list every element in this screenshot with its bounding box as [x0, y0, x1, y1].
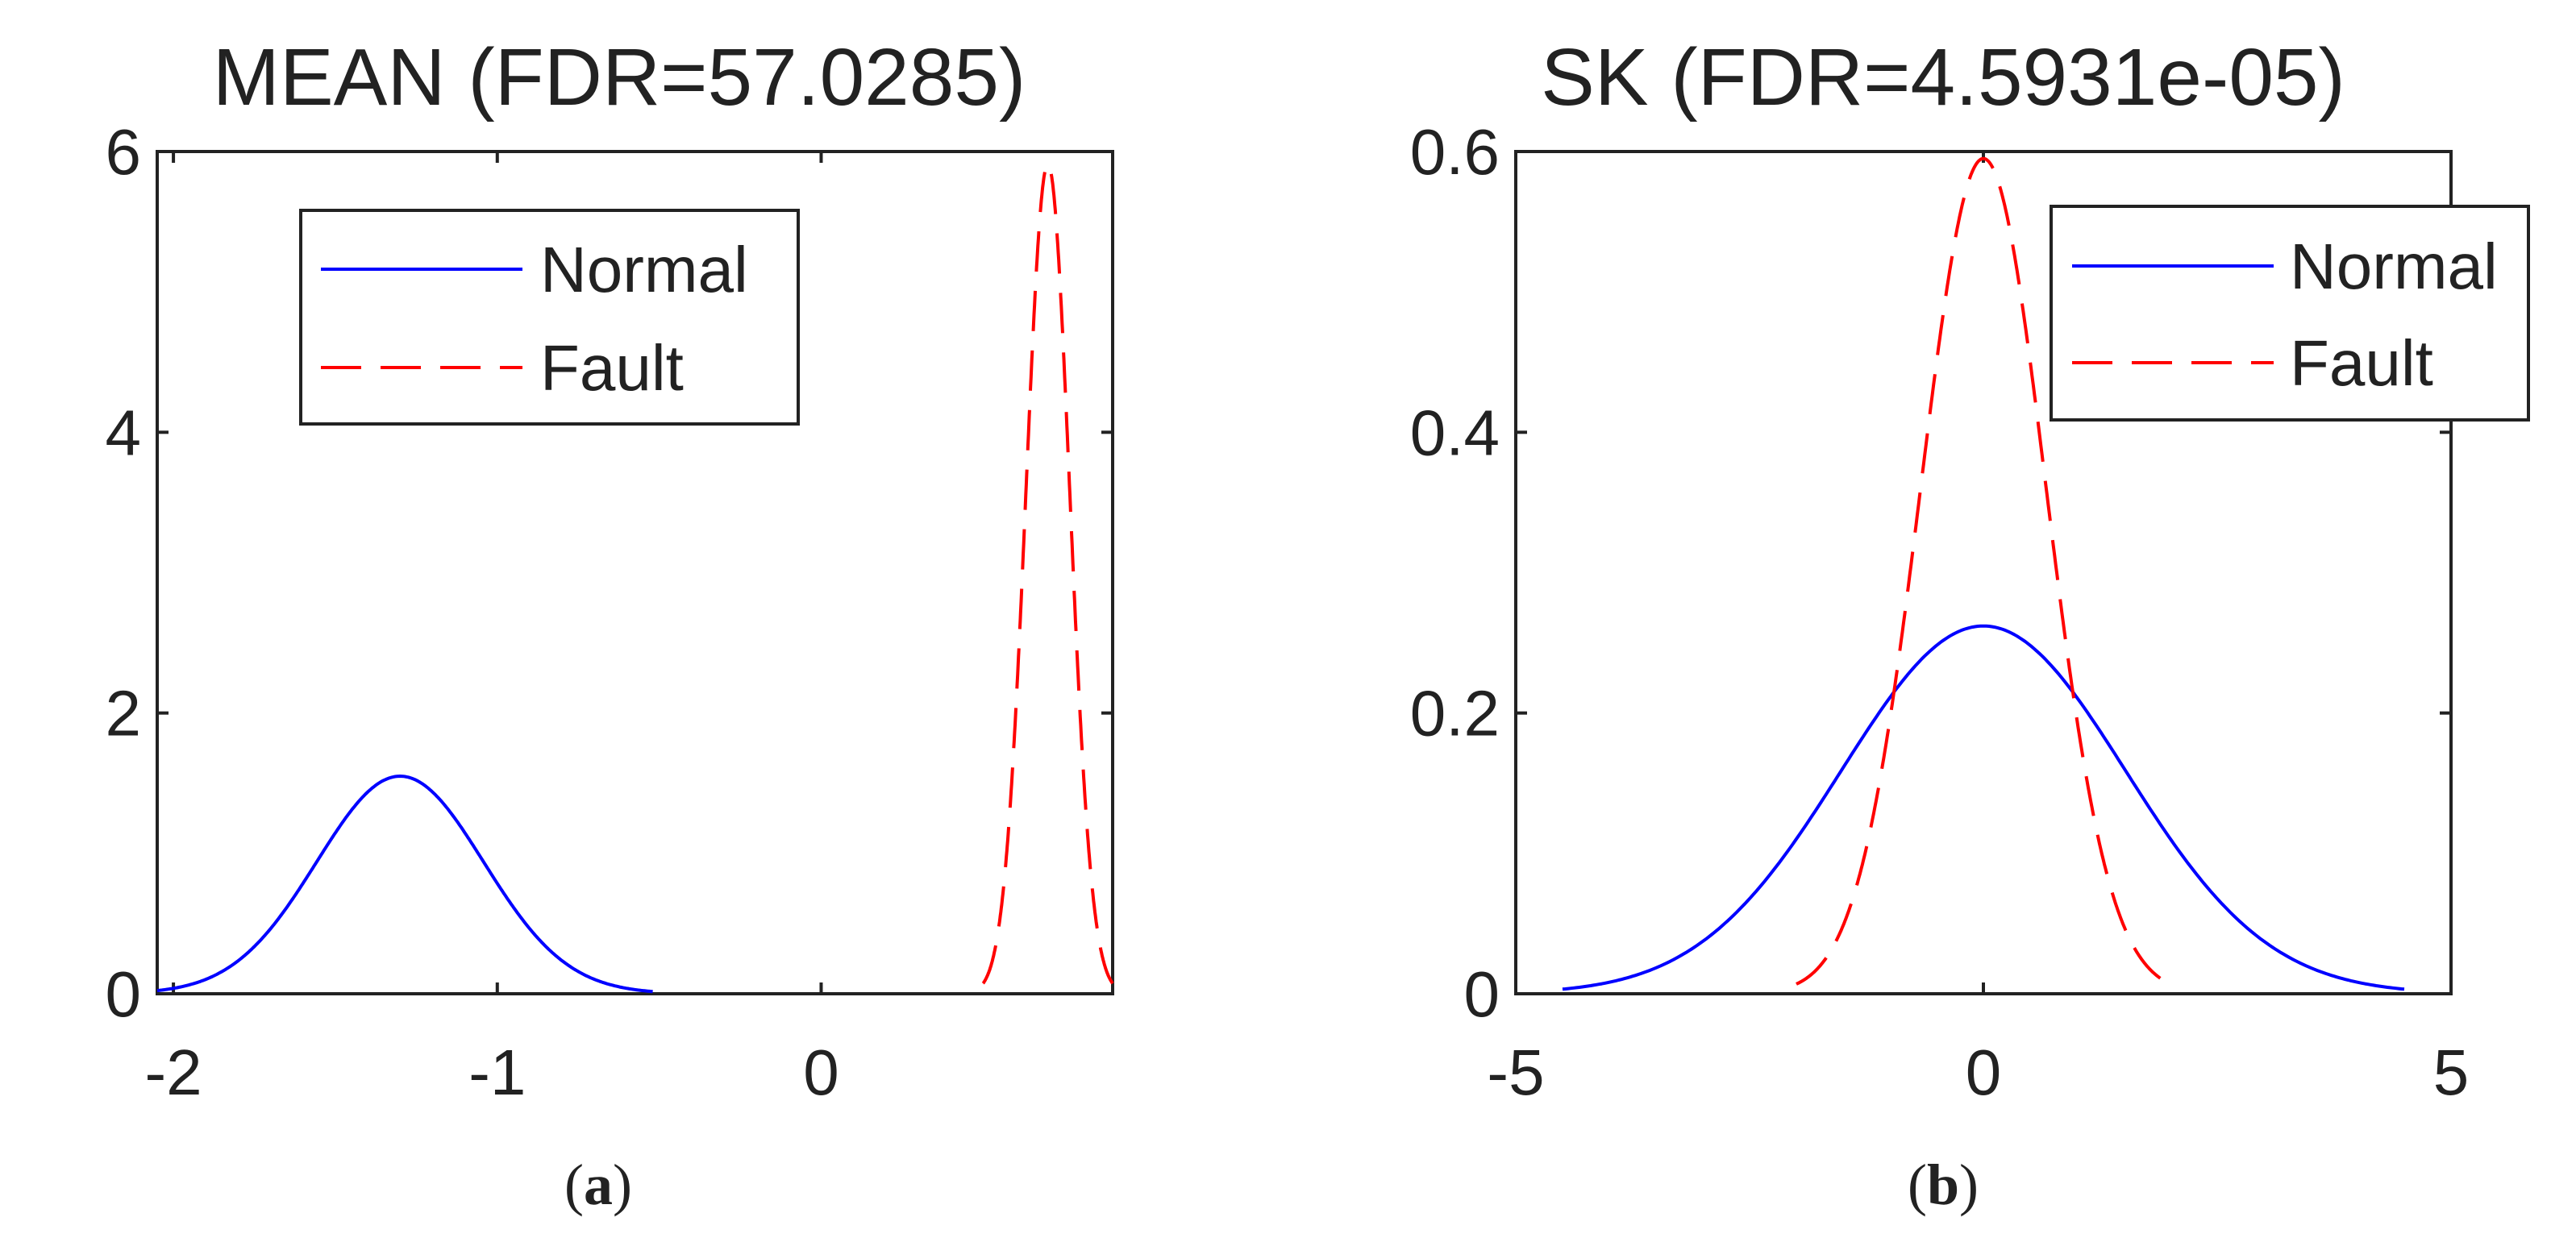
x-tick-label-b-1: 0 [1966, 1036, 2002, 1108]
caption-b: (b) [1908, 1153, 1979, 1217]
series-normal-line-a [156, 775, 653, 994]
chart-panel-a: MEAN (FDR=57.0285) -2 -1 0 0 2 4 6 Normal Fau… [106, 32, 1114, 1217]
caption-close-b: ) [1959, 1153, 1979, 1217]
legend-box-b [2050, 205, 2530, 422]
legend-label-normal-a: Normal [540, 234, 748, 305]
caption-open-b: ( [1908, 1153, 1927, 1217]
caption-a: (a) [564, 1153, 632, 1217]
y-tick-label-a-1: 2 [106, 678, 142, 750]
x-tick-label-b-2: 5 [2433, 1036, 2470, 1108]
legend-a: Normal Fault [299, 209, 800, 426]
caption-letter-b: b [1927, 1153, 1959, 1217]
y-tick-label-b-1: 0.2 [1410, 678, 1500, 750]
y-tick-label-a-3: 6 [106, 116, 142, 188]
legend-label-fault-a: Fault [540, 332, 684, 404]
x-tick-label-a-2: 0 [803, 1036, 839, 1108]
legend-b: Normal Fault [2050, 205, 2530, 422]
y-tick-label-b-0: 0 [1464, 958, 1500, 1030]
x-tick-label-a-0: -2 [145, 1036, 202, 1108]
x-tick-label-b-0: -5 [1487, 1036, 1544, 1108]
caption-open-a: ( [564, 1153, 584, 1217]
series-fault-line-b [1796, 156, 2171, 986]
legend-box-a [299, 209, 800, 426]
y-tick-label-a-2: 4 [106, 397, 142, 468]
caption-close-a: ) [613, 1153, 632, 1217]
y-tick-label-a-0: 0 [106, 958, 142, 1030]
chart-panel-b: SK (FDR=4.5931e-05) -5 0 5 00.20.40.6 Norm… [1410, 32, 2530, 1217]
chart-title-a: MEAN (FDR=57.0285) [213, 32, 1026, 123]
x-tick-label-a-1: -1 [468, 1036, 526, 1108]
y-tick-label-b-2: 0.4 [1410, 397, 1500, 468]
y-tick-label-b-3: 0.6 [1410, 116, 1500, 188]
series-normal-line-b [1562, 624, 2405, 991]
legend-label-fault-b: Fault [2290, 327, 2433, 399]
plot-area-a [156, 150, 1114, 995]
caption-letter-a: a [584, 1153, 613, 1217]
chart-title-b: SK (FDR=4.5931e-05) [1541, 32, 2345, 123]
series-fault-line-a [981, 162, 1114, 985]
legend-label-normal-b: Normal [2290, 231, 2498, 302]
